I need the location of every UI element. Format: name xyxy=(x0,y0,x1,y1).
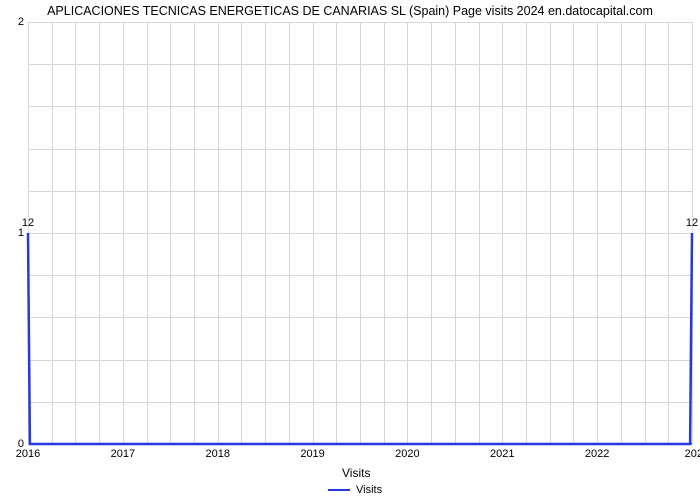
data-point-label: 12 xyxy=(22,217,34,229)
legend-swatch xyxy=(328,489,350,491)
legend-label: Visits xyxy=(356,484,382,496)
x-tick-label: 2017 xyxy=(111,448,135,460)
line-series xyxy=(28,22,692,444)
y-tick-label: 2 xyxy=(10,16,24,28)
legend: Visits xyxy=(328,484,382,496)
x-tick-label: 2018 xyxy=(205,448,229,460)
chart-container: APLICACIONES TECNICAS ENERGETICAS DE CAN… xyxy=(0,0,700,500)
y-tick-label: 0 xyxy=(10,438,24,450)
grid-v xyxy=(692,22,693,444)
x-axis-label: Visits xyxy=(342,466,370,480)
x-tick-label: 2019 xyxy=(300,448,324,460)
x-tick-label: 2020 xyxy=(395,448,419,460)
x-tick-label: 2021 xyxy=(490,448,514,460)
chart-title: APLICACIONES TECNICAS ENERGETICAS DE CAN… xyxy=(0,4,700,18)
x-tick-label: 202 xyxy=(685,448,700,460)
x-tick-label: 2022 xyxy=(585,448,609,460)
data-point-label: 12 xyxy=(686,217,698,229)
